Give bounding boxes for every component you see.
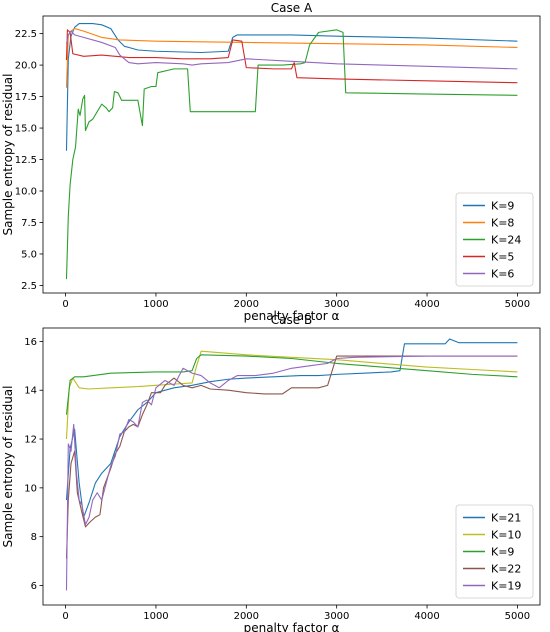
chart-title: Case A [271, 1, 313, 15]
legend-label: K=21 [491, 512, 521, 525]
y-tick-label: 17.5 [15, 92, 37, 103]
legend-label: K=19 [491, 580, 521, 593]
plot-frame [42, 15, 541, 294]
legend: K=9 K=8 K=24 K=5 K=6 [455, 192, 534, 287]
y-tick-label: 20.0 [15, 61, 37, 72]
chart-title: Case B [271, 313, 312, 327]
legend-label: K=6 [491, 268, 514, 281]
legend: K=21 K=10 K=9 K=22 K=19 [455, 504, 534, 599]
y-tick-label: 10.0 [15, 187, 37, 198]
legend-label: K=5 [491, 251, 514, 264]
series-line-1 [65, 23, 518, 151]
legend-label: K=9 [491, 546, 514, 559]
y-tick-label: 14 [24, 386, 37, 397]
chart-panel-2: Case B 0 1000 2000 3000 4000 5000 6 8 10 12 14 16 pen… [1, 313, 541, 632]
legend-label: K=22 [491, 563, 521, 576]
x-tick-label: 1000 [143, 299, 168, 310]
series-line-5 [65, 30, 518, 70]
y-tick-label: 5.0 [21, 249, 37, 260]
y-axis-label: Sample entropy of residual [1, 386, 15, 548]
x-tick-label: 4000 [414, 611, 439, 622]
y-tick-label: 8 [31, 532, 37, 543]
x-tick-label: 0 [62, 299, 68, 310]
y-tick-label: 15.0 [15, 124, 37, 135]
chart-panel-1: Case A 0 1000 2000 3000 4000 5000 2.5 5.0 7.5 10.0… [1, 1, 541, 323]
x-tick-label: 1000 [143, 611, 168, 622]
series-line-3 [65, 29, 518, 280]
legend-box [455, 504, 534, 599]
x-tick-label: 2000 [234, 299, 259, 310]
x-tick-label: 3000 [324, 611, 349, 622]
x-tick-label: 0 [62, 611, 68, 622]
x-tick-label: 3000 [324, 299, 349, 310]
x-tick-label: 5000 [505, 299, 530, 310]
legend-label: K=9 [491, 200, 514, 213]
series-line-2 [65, 350, 518, 440]
series-line-5 [65, 355, 518, 591]
x-tick-label: 2000 [234, 611, 259, 622]
y-tick-label: 7.5 [21, 218, 37, 229]
y-axis-label: Sample entropy of residual [1, 74, 15, 236]
y-tick-label: 10 [24, 483, 37, 494]
y-tick-label: 12 [24, 435, 37, 446]
series-line-2 [65, 28, 518, 88]
x-axis-label: penalty factor α [244, 309, 340, 323]
x-tick-label: 4000 [414, 299, 439, 310]
y-tick-label: 22.5 [15, 29, 37, 40]
series-line-4 [65, 355, 518, 559]
legend-label: K=8 [491, 217, 514, 230]
series-line-4 [65, 29, 518, 84]
legend-label: K=24 [491, 234, 521, 247]
legend-label: K=10 [491, 529, 521, 542]
y-tick-label: 6 [31, 581, 37, 592]
series-line-3 [65, 354, 518, 415]
plot-frame [42, 327, 541, 606]
series-line-1 [65, 338, 518, 518]
legend-box [455, 192, 534, 287]
x-tick-label: 5000 [505, 611, 530, 622]
y-tick-label: 12.5 [15, 155, 37, 166]
x-axis-label: penalty factor α [244, 621, 340, 632]
y-tick-label: 16 [24, 337, 37, 348]
y-tick-label: 2.5 [21, 281, 37, 292]
